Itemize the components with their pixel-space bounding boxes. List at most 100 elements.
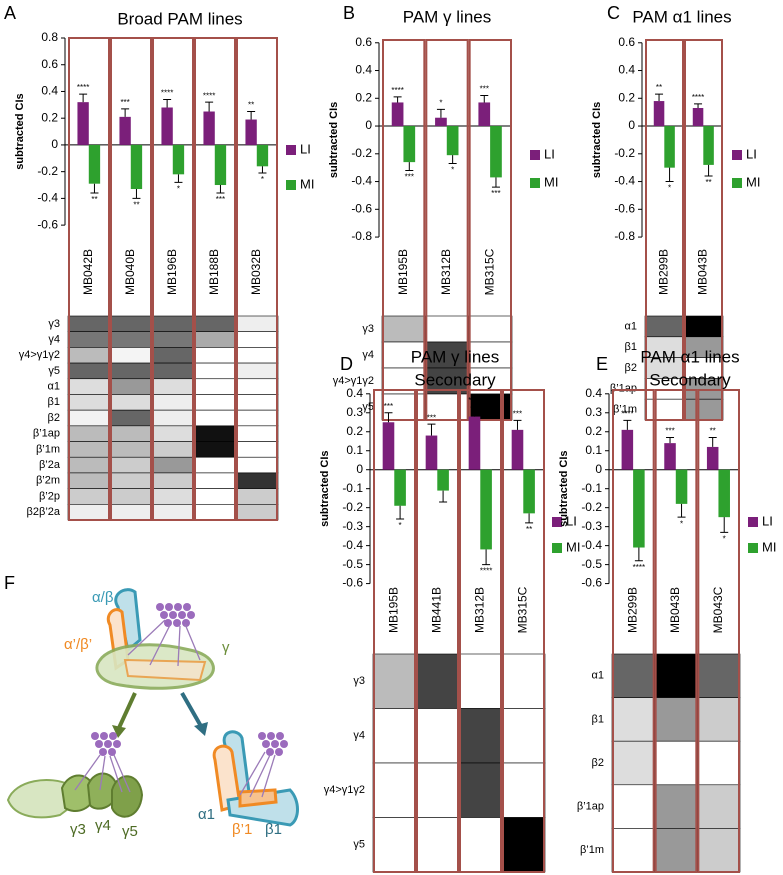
y-tick-label: -0.8	[614, 229, 635, 243]
error-bar	[258, 166, 267, 174]
error-bar	[121, 108, 130, 117]
y-tick-label: -0.4	[581, 538, 602, 552]
x-tick-label: MB188B	[207, 249, 221, 295]
heatmap-row-label: β’1m	[613, 404, 637, 416]
legend-label: MI	[566, 539, 580, 554]
chart-title: PAM γ lines	[411, 347, 500, 366]
heatmap-row-label: γ4	[353, 730, 365, 742]
bar	[664, 443, 676, 470]
legend-swatch	[732, 150, 742, 160]
heatmap-cell	[425, 315, 469, 343]
heatmap-cell	[415, 762, 460, 818]
legend-swatch	[530, 150, 540, 160]
heatmap-cell	[109, 362, 153, 380]
heatmap-cell	[235, 488, 279, 505]
heatmap-cell	[235, 347, 279, 364]
heatmap-row-label: β1	[48, 396, 60, 408]
y-tick-label: 0.4	[585, 386, 602, 400]
heatmap-row-label: β’1m	[36, 443, 60, 455]
heatmap-row-label: β2β’2a	[27, 506, 61, 518]
x-tick-label: MB195B	[396, 249, 410, 295]
y-tick-label: 0	[356, 462, 363, 476]
heatmap-row-label: β2	[592, 757, 604, 769]
bar	[77, 102, 89, 145]
column-frame	[654, 389, 698, 873]
y-axis-title: subtracted CIs	[14, 93, 26, 169]
heatmap-cell	[381, 341, 426, 369]
y-tick-label: -0.5	[342, 557, 363, 571]
error-bar	[634, 547, 643, 562]
legend-swatch	[748, 543, 758, 553]
heatmap-cell	[151, 362, 195, 380]
error-bar	[480, 95, 489, 103]
heatmap-row-label: β’2m	[36, 475, 60, 487]
heatmap-cell	[235, 456, 279, 474]
diagram-label: α’/β’	[64, 636, 92, 653]
y-tick-label: -0.3	[581, 519, 602, 533]
legend-swatch	[286, 180, 296, 190]
column-frame	[110, 37, 152, 521]
heatmap-cell	[151, 441, 195, 458]
bar	[119, 116, 131, 145]
bar	[437, 469, 449, 491]
significance: **	[133, 200, 139, 209]
column-frame	[236, 37, 278, 521]
heatmap-cell	[235, 362, 279, 380]
x-tick-label: MB315C	[516, 586, 530, 633]
significance: *	[439, 98, 442, 107]
heatmap-cell	[109, 394, 153, 411]
y-tick-label: 0.6	[618, 35, 635, 49]
bar	[391, 102, 404, 127]
significance: ***	[384, 402, 393, 411]
y-tick-label: -0.2	[614, 146, 635, 160]
column-frame	[373, 389, 416, 873]
y-tick-label: -0.6	[37, 217, 58, 231]
bar	[214, 144, 227, 186]
arrow	[180, 692, 204, 729]
heatmap-cell	[109, 472, 153, 489]
significance: *	[399, 521, 402, 530]
column-frame	[382, 39, 426, 421]
y-tick-label: -0.2	[342, 500, 363, 514]
bar	[203, 111, 215, 145]
y-tick-label: 0	[51, 137, 58, 151]
heatmap-cell	[458, 708, 503, 764]
heatmap-row-label: γ5	[353, 839, 365, 851]
diagram: F α/β α’/β’ γ γ3	[4, 573, 299, 840]
heatmap-cell	[193, 394, 237, 411]
significance: ****	[692, 93, 704, 102]
significance: ****	[161, 89, 173, 98]
heatmap-cell	[468, 341, 513, 369]
column-frame	[152, 37, 194, 521]
arrow-head	[112, 725, 126, 738]
heatmap-row-label: α1	[592, 670, 604, 682]
panel-label: C	[607, 3, 620, 23]
error-bar	[708, 436, 717, 447]
heatmap-cell	[193, 331, 237, 348]
error-bar	[694, 103, 703, 108]
error-bar	[491, 177, 500, 188]
heatmap-row-label: β1	[625, 341, 637, 353]
y-tick-label: -0.6	[342, 576, 363, 590]
x-tick-label: MB040B	[123, 249, 137, 295]
heatmap-cell	[193, 472, 237, 489]
heatmap-cell	[458, 653, 503, 709]
heatmap-cell	[611, 784, 655, 829]
error-bar	[393, 96, 402, 103]
panel-label: E	[596, 354, 608, 374]
bar	[435, 117, 447, 127]
heatmap-cell	[372, 708, 417, 764]
bar	[468, 416, 481, 470]
y-tick-label: 0	[595, 462, 602, 476]
diagram-label: β1	[265, 821, 282, 838]
chart-title: PAM α1 lines	[640, 347, 739, 366]
significance: ***	[513, 409, 522, 418]
dan-cluster	[156, 603, 195, 627]
panel-label: F	[4, 573, 15, 593]
significance: **	[248, 101, 254, 110]
heatmap-cell	[193, 488, 237, 505]
heatmap-cell	[697, 784, 741, 829]
heatmap-cell	[425, 393, 469, 421]
bar	[256, 144, 269, 167]
